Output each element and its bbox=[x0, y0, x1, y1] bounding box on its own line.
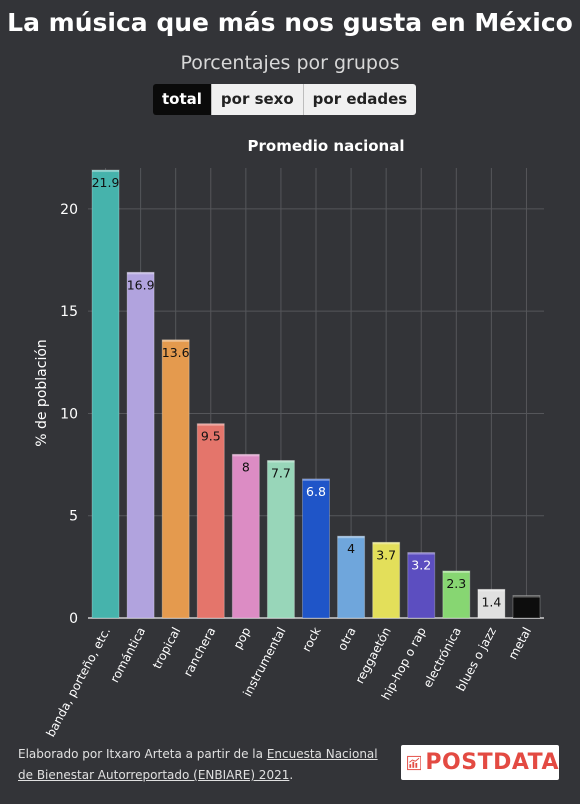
y-tick-label: 0 bbox=[69, 611, 78, 627]
source-note: Elaborado por Itxaro Arteta a partir de … bbox=[18, 744, 388, 786]
bar bbox=[91, 169, 120, 619]
bar bbox=[477, 588, 506, 619]
x-tick-label: rock bbox=[299, 625, 323, 654]
y-tick-label: 5 bbox=[69, 509, 78, 525]
bar-cap bbox=[442, 570, 470, 573]
bar-cap bbox=[407, 552, 435, 555]
postdata-logo[interactable]: POSTDATA bbox=[401, 745, 559, 780]
logo-text: POSTDATA bbox=[425, 750, 559, 775]
source-suffix: . bbox=[289, 768, 294, 782]
x-tick-label: ranchera bbox=[181, 625, 219, 679]
y-tick-label: 20 bbox=[60, 202, 78, 218]
data-label: 13.6 bbox=[162, 345, 190, 360]
source-link[interactable]: Encuesta Nacional de Bienestar Autorrepo… bbox=[18, 747, 378, 782]
data-label: 8 bbox=[242, 459, 250, 474]
page-title: La música que más nos gusta en México bbox=[7, 8, 573, 37]
bar bbox=[231, 453, 260, 619]
bar-cap bbox=[477, 589, 505, 592]
bar-cap bbox=[127, 272, 155, 275]
bar-cap bbox=[232, 454, 260, 457]
data-label: 7.7 bbox=[271, 466, 291, 481]
chart-logo-icon bbox=[407, 755, 422, 770]
bar bbox=[126, 271, 155, 619]
x-tick-label: otra bbox=[335, 625, 359, 653]
tab-por-sexo[interactable]: por sexo bbox=[211, 84, 304, 115]
x-tick-label: romántica bbox=[107, 625, 148, 685]
x-tick-label: banda, porteño, etc. bbox=[43, 625, 113, 739]
data-label: 16.9 bbox=[127, 277, 155, 292]
x-tick-label: tropical bbox=[150, 625, 183, 671]
bar bbox=[512, 595, 541, 619]
view-toggle-group: total por sexo por edades bbox=[153, 84, 417, 115]
data-label: 9.5 bbox=[201, 429, 221, 444]
y-axis-label: % de población bbox=[34, 339, 50, 447]
bar bbox=[266, 460, 295, 619]
chart-title: Promedio nacional bbox=[247, 137, 405, 155]
tab-por-edades[interactable]: por edades bbox=[303, 84, 417, 115]
bar bbox=[302, 478, 330, 619]
bar-cap bbox=[302, 478, 330, 481]
bar bbox=[337, 535, 366, 619]
bar-cap bbox=[162, 339, 190, 342]
bar bbox=[161, 339, 190, 619]
bar-cap bbox=[337, 536, 365, 539]
x-tick-label: pop bbox=[231, 625, 254, 652]
data-label: 3.2 bbox=[411, 558, 431, 573]
y-tick-label: 15 bbox=[60, 304, 78, 320]
data-label: 21.9 bbox=[92, 175, 120, 190]
data-label: 3.7 bbox=[376, 547, 396, 562]
page-subtitle: Porcentajes por grupos bbox=[180, 52, 400, 74]
data-label: 6.8 bbox=[306, 484, 326, 499]
y-tick-label: 10 bbox=[60, 406, 78, 422]
data-label: 4 bbox=[347, 541, 355, 556]
bar-cap bbox=[197, 423, 225, 426]
data-label: 2.3 bbox=[446, 576, 466, 591]
bar-cap bbox=[512, 595, 540, 598]
bar-cap bbox=[267, 460, 295, 463]
bar bbox=[407, 552, 436, 619]
source-prefix: Elaborado por Itxaro Arteta a partir de … bbox=[18, 747, 267, 761]
bar-chart: 0 5 10 15 20 % de población 21.9 banda, porteño… bbox=[34, 168, 544, 739]
bar-cap bbox=[372, 542, 400, 545]
bar bbox=[196, 423, 225, 619]
bar-cap bbox=[92, 170, 120, 173]
tab-total[interactable]: total bbox=[153, 84, 212, 115]
x-tick-label: metal bbox=[506, 625, 535, 662]
data-label: 1.4 bbox=[481, 594, 501, 609]
x-tick-label: reggaetón bbox=[352, 625, 393, 686]
bar bbox=[442, 570, 471, 619]
bar bbox=[372, 541, 401, 619]
